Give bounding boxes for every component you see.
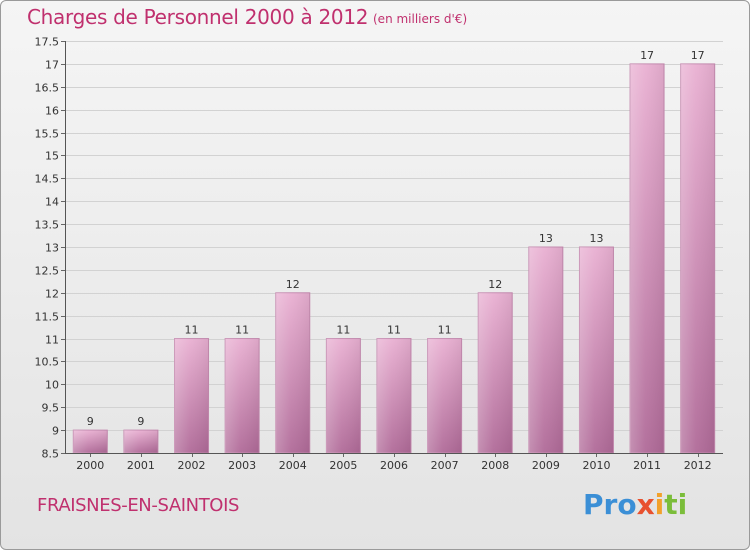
- logo-part-3: i: [654, 488, 665, 521]
- x-tick-label: 2000: [76, 459, 104, 472]
- x-tick-label: 2001: [127, 459, 155, 472]
- bar-value-label: 11: [438, 324, 452, 337]
- bar-value-label: 17: [691, 49, 705, 62]
- commune-name: FRAISNES-EN-SAINTOIS: [37, 495, 240, 516]
- axes-group: 8.5 9 9.5 10 10.5 11 11.5 12 12.5 13 13.5 14 14.5 15 1…: [35, 36, 723, 472]
- y-tick-label: 16.5: [35, 82, 60, 95]
- logo-part-1: Pro: [583, 488, 637, 521]
- y-tick-label: 17.5: [35, 36, 60, 49]
- y-tick-label: 12.5: [35, 265, 60, 278]
- bars-group: [72, 63, 716, 454]
- x-tick-label: 2004: [279, 459, 307, 472]
- bar-value-label: 11: [387, 324, 401, 337]
- bar-shine: [225, 338, 260, 453]
- bar-value-label: 11: [235, 324, 249, 337]
- x-tick-label: 2007: [431, 459, 459, 472]
- bar-shine: [427, 338, 462, 453]
- y-tick-label: 11.5: [35, 311, 60, 324]
- x-tick-label: 2006: [380, 459, 408, 472]
- bar-shine: [326, 338, 361, 453]
- x-tick-label: 2003: [228, 459, 256, 472]
- y-tick-label: 14: [45, 196, 59, 209]
- bar-value-label: 13: [539, 232, 553, 245]
- y-tick-label: 12: [45, 288, 59, 301]
- bar-shine: [579, 247, 614, 453]
- bar-value-label: 12: [488, 278, 502, 291]
- bar-shine: [680, 63, 715, 454]
- y-tick-label: 9.5: [42, 402, 60, 415]
- x-tick-label: 2009: [532, 459, 560, 472]
- bar-shine: [630, 63, 665, 454]
- bar-value-label: 9: [87, 415, 94, 428]
- bar-shine: [478, 292, 513, 453]
- x-tick-label: 2008: [481, 459, 509, 472]
- bar-value-label: 13: [589, 232, 603, 245]
- bar-value-label: 12: [286, 278, 300, 291]
- bar-shine: [123, 430, 158, 453]
- bar-value-label: 9: [137, 415, 144, 428]
- y-tick-label: 15.5: [35, 128, 60, 141]
- bar-shine: [174, 338, 209, 453]
- y-tick-label: 8.5: [42, 448, 60, 461]
- y-tick-label: 10.5: [35, 356, 60, 369]
- bar-shine: [275, 292, 310, 453]
- y-tick-label: 13: [45, 242, 59, 255]
- y-tick-label: 14.5: [35, 173, 60, 186]
- labels-group: 9 9 11 11 12 11 11 11 12 13 13 17 17: [87, 49, 705, 428]
- y-tick-label: 13.5: [35, 219, 60, 232]
- x-tick-label: 2005: [329, 459, 357, 472]
- y-tick-label: 10: [45, 379, 59, 392]
- bar-shine: [377, 338, 411, 453]
- chart-title: Charges de Personnel 2000 à 2012: [27, 5, 369, 29]
- logo-part-4: ti: [664, 488, 688, 521]
- x-tick-label: 2012: [684, 459, 712, 472]
- bar-value-label: 11: [185, 324, 199, 337]
- y-tick-label: 17: [45, 59, 59, 72]
- y-tick-label: 11: [45, 334, 59, 347]
- y-tick-label: 16: [45, 105, 59, 118]
- bar-value-label: 11: [336, 324, 350, 337]
- y-tick-label: 9: [52, 425, 59, 438]
- x-tick-label: 2010: [582, 459, 610, 472]
- logo-part-2: x: [636, 488, 655, 521]
- bar-shine: [73, 430, 108, 453]
- bar-value-label: 17: [640, 49, 654, 62]
- x-tick-label: 2011: [633, 459, 661, 472]
- chart-subtitle: (en milliers d'€): [373, 12, 468, 26]
- bar-shine: [528, 247, 563, 453]
- x-tick-label: 2002: [178, 459, 206, 472]
- y-tick-label: 15: [45, 150, 59, 163]
- proxiti-logo[interactable]: Proxiti: [583, 488, 687, 521]
